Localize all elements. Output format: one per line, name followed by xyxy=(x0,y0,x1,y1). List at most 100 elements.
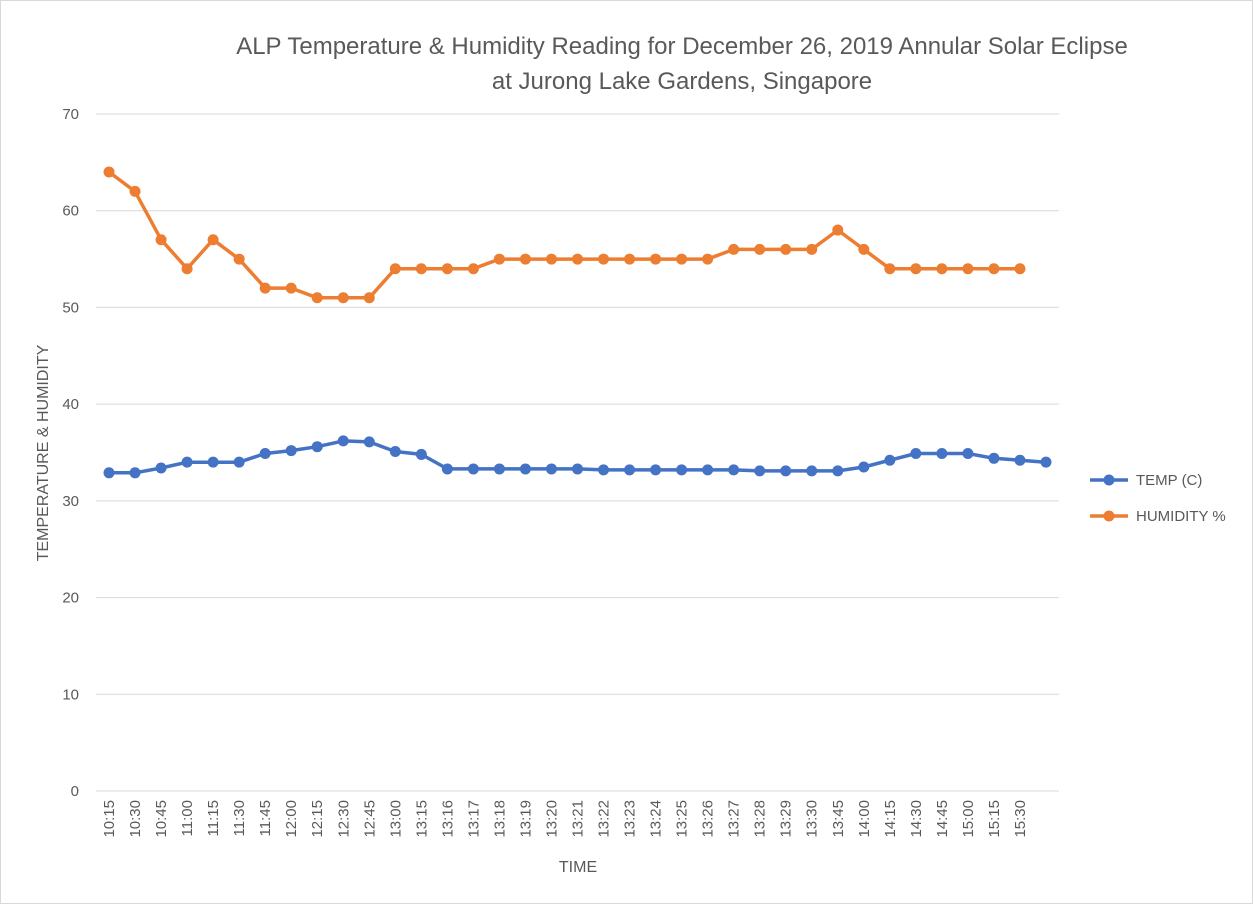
x-tick-label: 13:27 xyxy=(726,800,743,838)
data-point xyxy=(285,282,297,294)
data-point xyxy=(467,263,479,275)
data-point xyxy=(129,185,141,197)
x-tick-label: 13:29 xyxy=(778,800,795,838)
data-point xyxy=(389,446,401,458)
x-axis-ticks: 10:15 10:30 10:45 11:00 11:15 11:30 11:45 12:00… xyxy=(101,800,1029,838)
x-tick-label: 14:45 xyxy=(934,800,951,838)
x-tick-label: 12:00 xyxy=(283,800,300,838)
x-tick-label: 10:30 xyxy=(127,800,144,838)
x-tick-label: 10:45 xyxy=(153,800,170,838)
legend: TEMP (C) HUMIDITY % xyxy=(1090,472,1226,525)
data-point xyxy=(207,456,219,468)
series-group xyxy=(103,166,1026,304)
x-tick-label: 11:45 xyxy=(257,800,274,836)
data-point xyxy=(1040,456,1052,468)
x-tick-label: 14:15 xyxy=(882,800,899,838)
legend-label: TEMP (C) xyxy=(1136,472,1202,489)
data-point xyxy=(441,463,453,475)
x-tick-label: 13:25 xyxy=(674,800,691,838)
y-tick-label: 30 xyxy=(62,493,79,510)
data-point xyxy=(754,465,766,477)
data-point xyxy=(676,464,688,476)
data-point xyxy=(702,253,714,265)
data-point xyxy=(363,292,375,304)
data-point xyxy=(728,464,740,476)
data-point xyxy=(233,253,245,265)
data-point xyxy=(103,467,115,479)
data-point xyxy=(1014,454,1026,466)
data-point xyxy=(155,462,167,474)
x-tick-label: 12:45 xyxy=(361,800,378,838)
x-tick-label: 13:45 xyxy=(830,800,847,838)
data-point xyxy=(493,463,505,475)
data-point xyxy=(155,234,167,246)
data-point xyxy=(598,464,610,476)
data-point xyxy=(519,463,531,475)
x-tick-label: 13:20 xyxy=(543,800,560,838)
data-point xyxy=(728,243,740,255)
x-tick-label: 15:15 xyxy=(986,800,1003,838)
data-point xyxy=(806,243,818,255)
data-point xyxy=(233,456,245,468)
data-point xyxy=(129,467,141,479)
x-tick-label: 15:30 xyxy=(1012,800,1029,838)
data-point xyxy=(337,292,349,304)
data-point xyxy=(754,243,766,255)
y-tick-label: 50 xyxy=(62,299,79,316)
data-point xyxy=(806,465,818,477)
data-point xyxy=(962,447,974,459)
legend-marker xyxy=(1103,510,1115,522)
data-point xyxy=(702,464,714,476)
data-point xyxy=(311,441,323,453)
data-point xyxy=(624,253,636,265)
data-point xyxy=(884,263,896,275)
data-point xyxy=(572,253,583,265)
legend-item: TEMP (C) xyxy=(1090,472,1202,489)
data-point xyxy=(936,263,948,275)
gridlines xyxy=(96,113,1059,792)
x-tick-label: 11:15 xyxy=(205,800,222,836)
y-axis-label: TEMPERATURE & HUMIDITY xyxy=(35,344,52,561)
x-tick-label: 11:00 xyxy=(179,800,196,836)
data-point xyxy=(363,436,375,448)
data-point xyxy=(1014,263,1026,275)
y-tick-label: 0 xyxy=(71,783,79,800)
legend-marker xyxy=(1103,474,1115,486)
data-point xyxy=(285,445,297,457)
data-point xyxy=(858,243,870,255)
x-tick-label: 11:30 xyxy=(231,800,248,836)
x-tick-label: 13:19 xyxy=(517,800,534,838)
y-tick-label: 70 xyxy=(62,106,79,123)
data-point xyxy=(650,464,662,476)
x-tick-label: 13:18 xyxy=(491,800,508,838)
x-tick-label: 14:00 xyxy=(856,800,873,838)
x-tick-label: 13:24 xyxy=(648,800,665,838)
x-tick-label: 13:17 xyxy=(465,800,482,838)
y-tick-label: 60 xyxy=(62,203,79,220)
data-point xyxy=(780,243,792,255)
x-tick-label: 13:21 xyxy=(570,800,587,838)
x-tick-label: 10:15 xyxy=(101,800,118,838)
data-point xyxy=(572,463,583,475)
data-point xyxy=(676,253,688,265)
x-tick-label: 13:28 xyxy=(752,800,769,838)
data-point xyxy=(519,253,531,265)
y-tick-label: 40 xyxy=(62,396,79,413)
x-tick-label: 13:00 xyxy=(387,800,404,838)
data-point xyxy=(884,454,896,466)
data-point xyxy=(988,452,1000,464)
x-tick-label: 13:22 xyxy=(596,800,613,838)
data-point xyxy=(337,435,349,447)
data-point xyxy=(858,461,870,473)
data-point xyxy=(467,463,479,475)
data-point xyxy=(207,234,219,246)
chart-subtitle: at Jurong Lake Gardens, Singapore xyxy=(492,68,872,95)
data-point xyxy=(624,464,636,476)
data-point xyxy=(181,456,193,468)
x-axis-label: TIME xyxy=(559,859,597,876)
data-point xyxy=(832,224,844,236)
x-tick-label: 12:30 xyxy=(335,800,352,838)
data-point xyxy=(103,166,115,178)
